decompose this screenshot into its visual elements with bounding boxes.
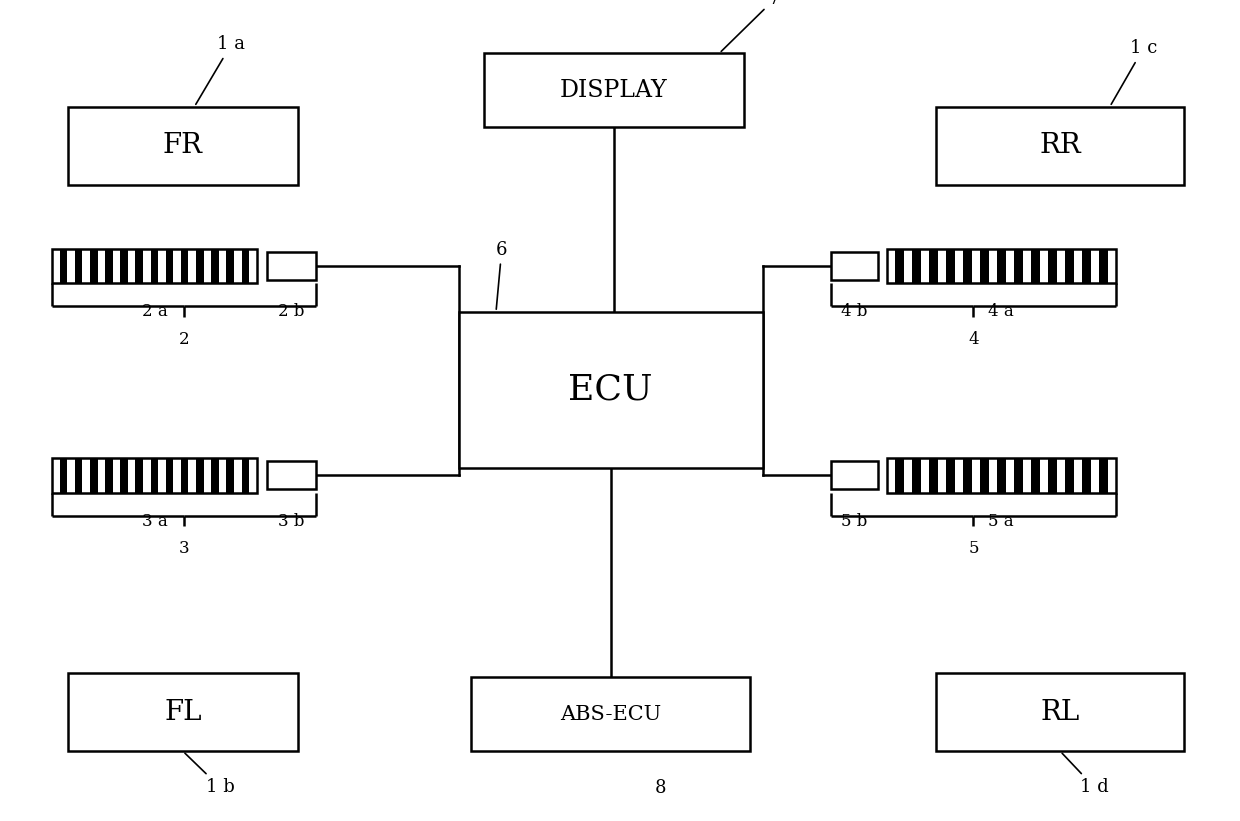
- Text: 6: 6: [496, 241, 507, 310]
- Bar: [74, 458, 82, 493]
- Bar: [150, 249, 159, 283]
- Bar: [895, 458, 904, 493]
- Bar: [68, 107, 298, 185]
- Text: FL: FL: [164, 699, 202, 726]
- Bar: [267, 461, 316, 489]
- Bar: [929, 249, 937, 283]
- Text: ABS-ECU: ABS-ECU: [560, 704, 661, 724]
- Text: RR: RR: [1039, 132, 1081, 159]
- Bar: [887, 458, 1116, 493]
- Bar: [60, 458, 67, 493]
- Bar: [105, 249, 113, 283]
- Bar: [1099, 249, 1107, 283]
- Bar: [135, 458, 143, 493]
- Bar: [936, 107, 1184, 185]
- Bar: [60, 249, 67, 283]
- Bar: [459, 312, 763, 468]
- Text: 3: 3: [179, 540, 190, 557]
- Bar: [887, 249, 1116, 283]
- Text: 8: 8: [655, 779, 666, 797]
- Bar: [242, 249, 249, 283]
- Text: 7: 7: [722, 0, 780, 52]
- Text: RL: RL: [1040, 699, 1080, 726]
- Bar: [946, 458, 955, 493]
- Text: 3 b: 3 b: [278, 513, 305, 530]
- Bar: [963, 458, 972, 493]
- Bar: [980, 249, 988, 283]
- Bar: [91, 249, 98, 283]
- Bar: [471, 677, 750, 751]
- Bar: [1083, 249, 1090, 283]
- Text: 2: 2: [179, 331, 190, 347]
- Bar: [105, 458, 113, 493]
- Text: 4: 4: [968, 331, 978, 347]
- Bar: [1030, 249, 1039, 283]
- Bar: [1065, 458, 1074, 493]
- Bar: [895, 249, 904, 283]
- Bar: [1065, 249, 1074, 283]
- Bar: [997, 458, 1006, 493]
- Bar: [68, 673, 298, 751]
- Bar: [1030, 458, 1039, 493]
- Bar: [242, 458, 249, 493]
- Text: 2 b: 2 b: [278, 304, 305, 320]
- Bar: [1014, 458, 1023, 493]
- Bar: [913, 458, 920, 493]
- Bar: [946, 249, 955, 283]
- Bar: [181, 249, 188, 283]
- Bar: [74, 249, 82, 283]
- Text: 3 a: 3 a: [141, 513, 167, 530]
- Text: DISPLAY: DISPLAY: [560, 79, 667, 102]
- Bar: [52, 249, 257, 283]
- Text: 1 b: 1 b: [185, 753, 234, 796]
- Bar: [91, 458, 98, 493]
- Text: 5 b: 5 b: [841, 513, 868, 530]
- Text: 1 d: 1 d: [1063, 753, 1109, 796]
- Text: 2 a: 2 a: [141, 304, 167, 320]
- Bar: [913, 249, 920, 283]
- Bar: [120, 249, 128, 283]
- Bar: [211, 458, 218, 493]
- Text: 4 b: 4 b: [841, 304, 868, 320]
- Bar: [484, 53, 744, 127]
- Bar: [181, 458, 188, 493]
- Bar: [135, 249, 143, 283]
- Bar: [936, 673, 1184, 751]
- Text: ECU: ECU: [568, 373, 653, 407]
- Bar: [166, 458, 174, 493]
- Bar: [1014, 249, 1023, 283]
- Bar: [227, 249, 234, 283]
- Bar: [963, 249, 972, 283]
- Bar: [196, 458, 203, 493]
- Bar: [211, 249, 218, 283]
- Bar: [980, 458, 988, 493]
- Text: 5 a: 5 a: [988, 513, 1014, 530]
- Text: 5: 5: [968, 540, 978, 557]
- Bar: [997, 249, 1006, 283]
- Bar: [267, 252, 316, 280]
- Text: FR: FR: [162, 132, 203, 159]
- Bar: [929, 458, 937, 493]
- Bar: [166, 249, 174, 283]
- Bar: [227, 458, 234, 493]
- Bar: [150, 458, 159, 493]
- Bar: [1083, 458, 1090, 493]
- Bar: [52, 458, 257, 493]
- Bar: [831, 252, 878, 280]
- Bar: [1048, 458, 1056, 493]
- Text: 4 a: 4 a: [988, 304, 1014, 320]
- Text: 1 c: 1 c: [1111, 39, 1157, 104]
- Bar: [831, 461, 878, 489]
- Bar: [1048, 249, 1056, 283]
- Text: 1 a: 1 a: [196, 35, 246, 104]
- Bar: [1099, 458, 1107, 493]
- Bar: [196, 249, 203, 283]
- Bar: [120, 458, 128, 493]
